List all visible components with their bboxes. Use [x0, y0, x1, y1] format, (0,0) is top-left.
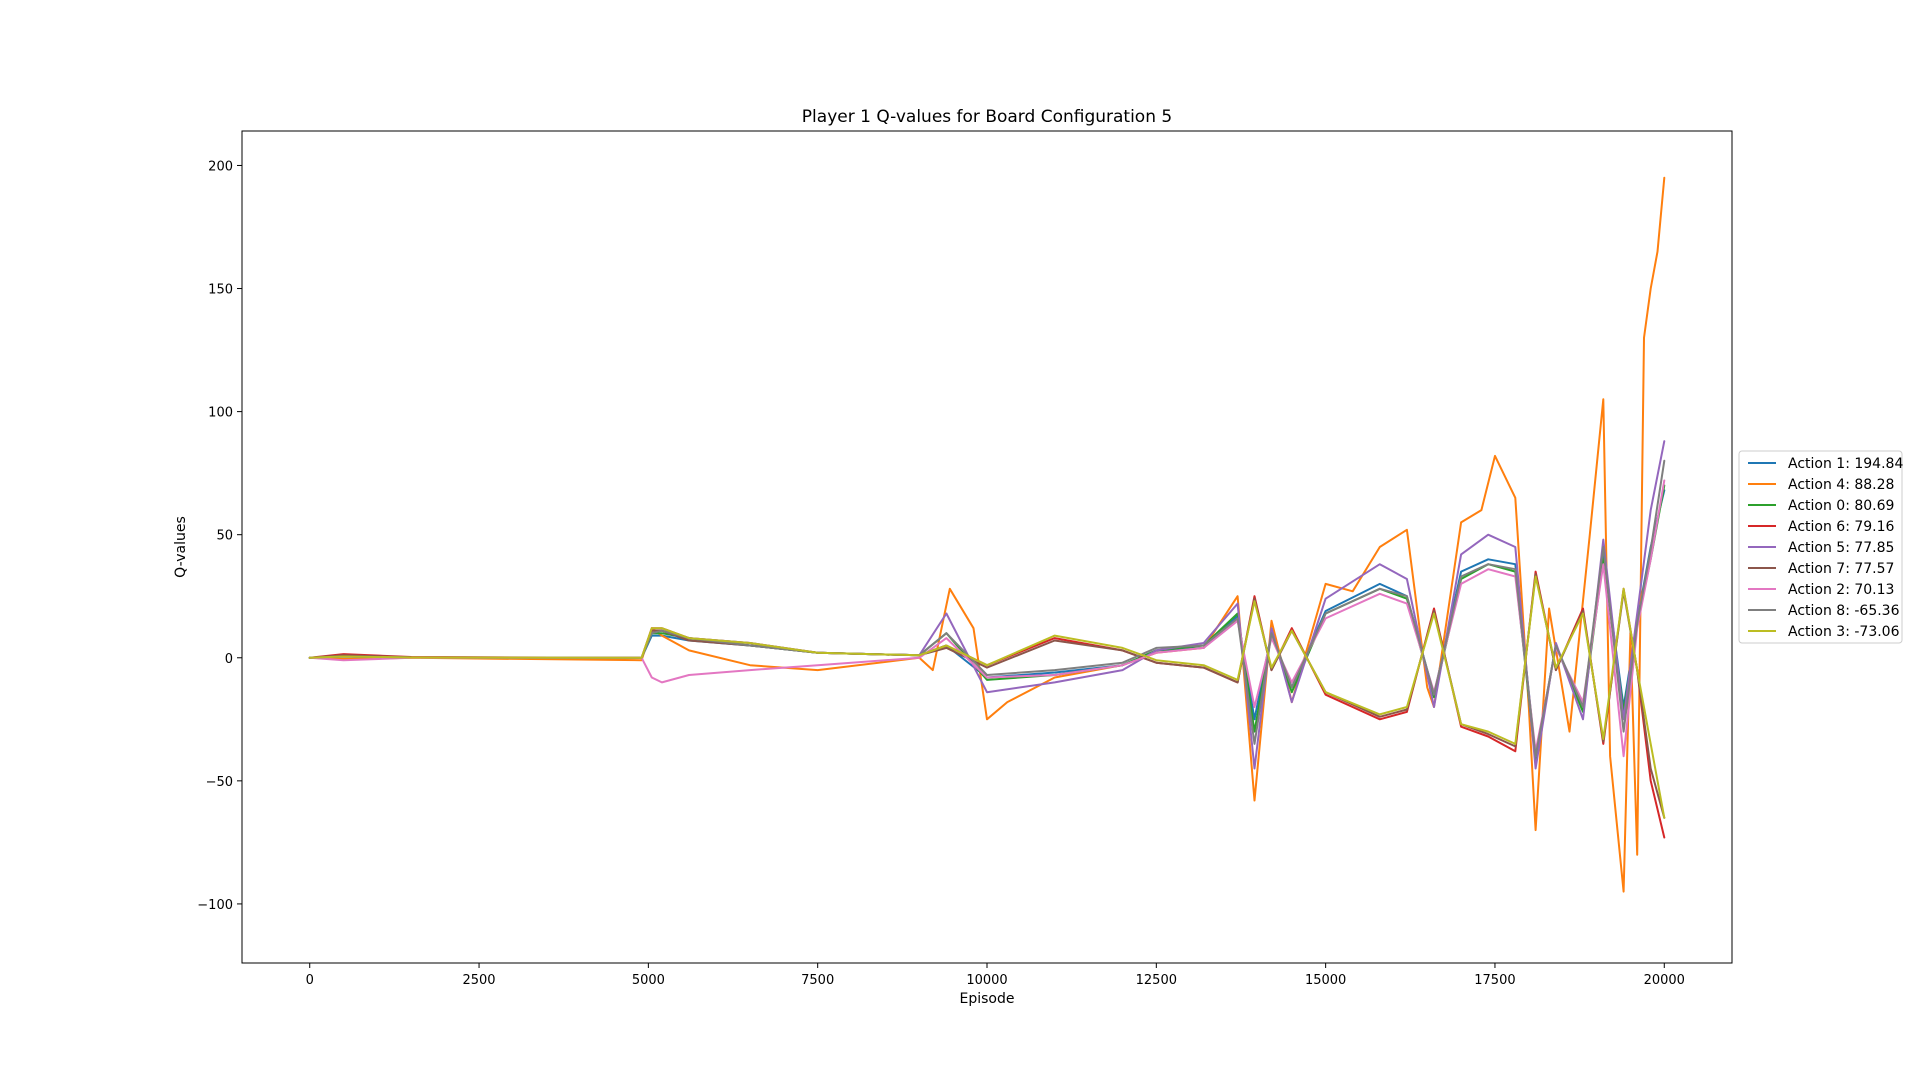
legend-label: Action 7: 77.57 [1788, 561, 1894, 577]
legend-label: Action 3: -73.06 [1788, 624, 1900, 640]
y-tick-label: 50 [216, 529, 233, 544]
series-line-1 [308, 176, 1666, 893]
y-tick-label: −50 [206, 775, 233, 790]
chart-title: Player 1 Q-values for Board Configuratio… [802, 107, 1172, 127]
legend-label: Action 6: 79.16 [1788, 519, 1895, 535]
x-tick-label: 5000 [632, 973, 665, 988]
x-tick-label: 15000 [1305, 973, 1346, 988]
legend-box [1738, 450, 1903, 644]
x-tick-label: 2500 [462, 973, 495, 988]
x-tick-label: 17500 [1474, 973, 1515, 988]
x-tick-label: 7500 [801, 973, 834, 988]
x-axis-title: Episode [960, 991, 1015, 1007]
x-tick-label: 0 [306, 973, 314, 988]
legend: Action 1: 194.84 Action 4: 88.28 Action 0:… [1738, 450, 1903, 644]
legend-label: Action 8: -65.36 [1788, 603, 1900, 619]
legend-label: Action 0: 80.69 [1788, 498, 1894, 514]
legend-label: Action 4: 88.28 [1788, 477, 1894, 493]
legend-label: Action 2: 70.13 [1788, 582, 1894, 598]
y-tick-label: 150 [208, 283, 233, 298]
y-tick-label: 0 [225, 652, 233, 667]
y-axis-title: Q-values [173, 516, 189, 578]
legend-label: Action 1: 194.84 [1788, 456, 1903, 472]
y-tick-label: 200 [208, 159, 233, 174]
legend-label: Action 5: 77.85 [1788, 540, 1894, 556]
plot-frame [241, 130, 1733, 964]
x-axis: 0 2500 5000 7500 10000 12500 15000 17500 20000 [306, 963, 1685, 988]
series-line-3 [308, 570, 1666, 839]
x-tick-label: 12500 [1136, 973, 1177, 988]
x-tick-label: 20000 [1644, 973, 1685, 988]
series-line-5 [308, 573, 1666, 819]
y-tick-label: −100 [197, 898, 233, 913]
y-tick-label: 100 [208, 406, 233, 421]
series-line-7 [308, 459, 1666, 758]
x-tick-label: 10000 [966, 973, 1007, 988]
series-layer [308, 176, 1666, 893]
y-axis: −100 −50 0 50 100 150 200 [197, 159, 242, 913]
series-line-8 [308, 575, 1666, 819]
